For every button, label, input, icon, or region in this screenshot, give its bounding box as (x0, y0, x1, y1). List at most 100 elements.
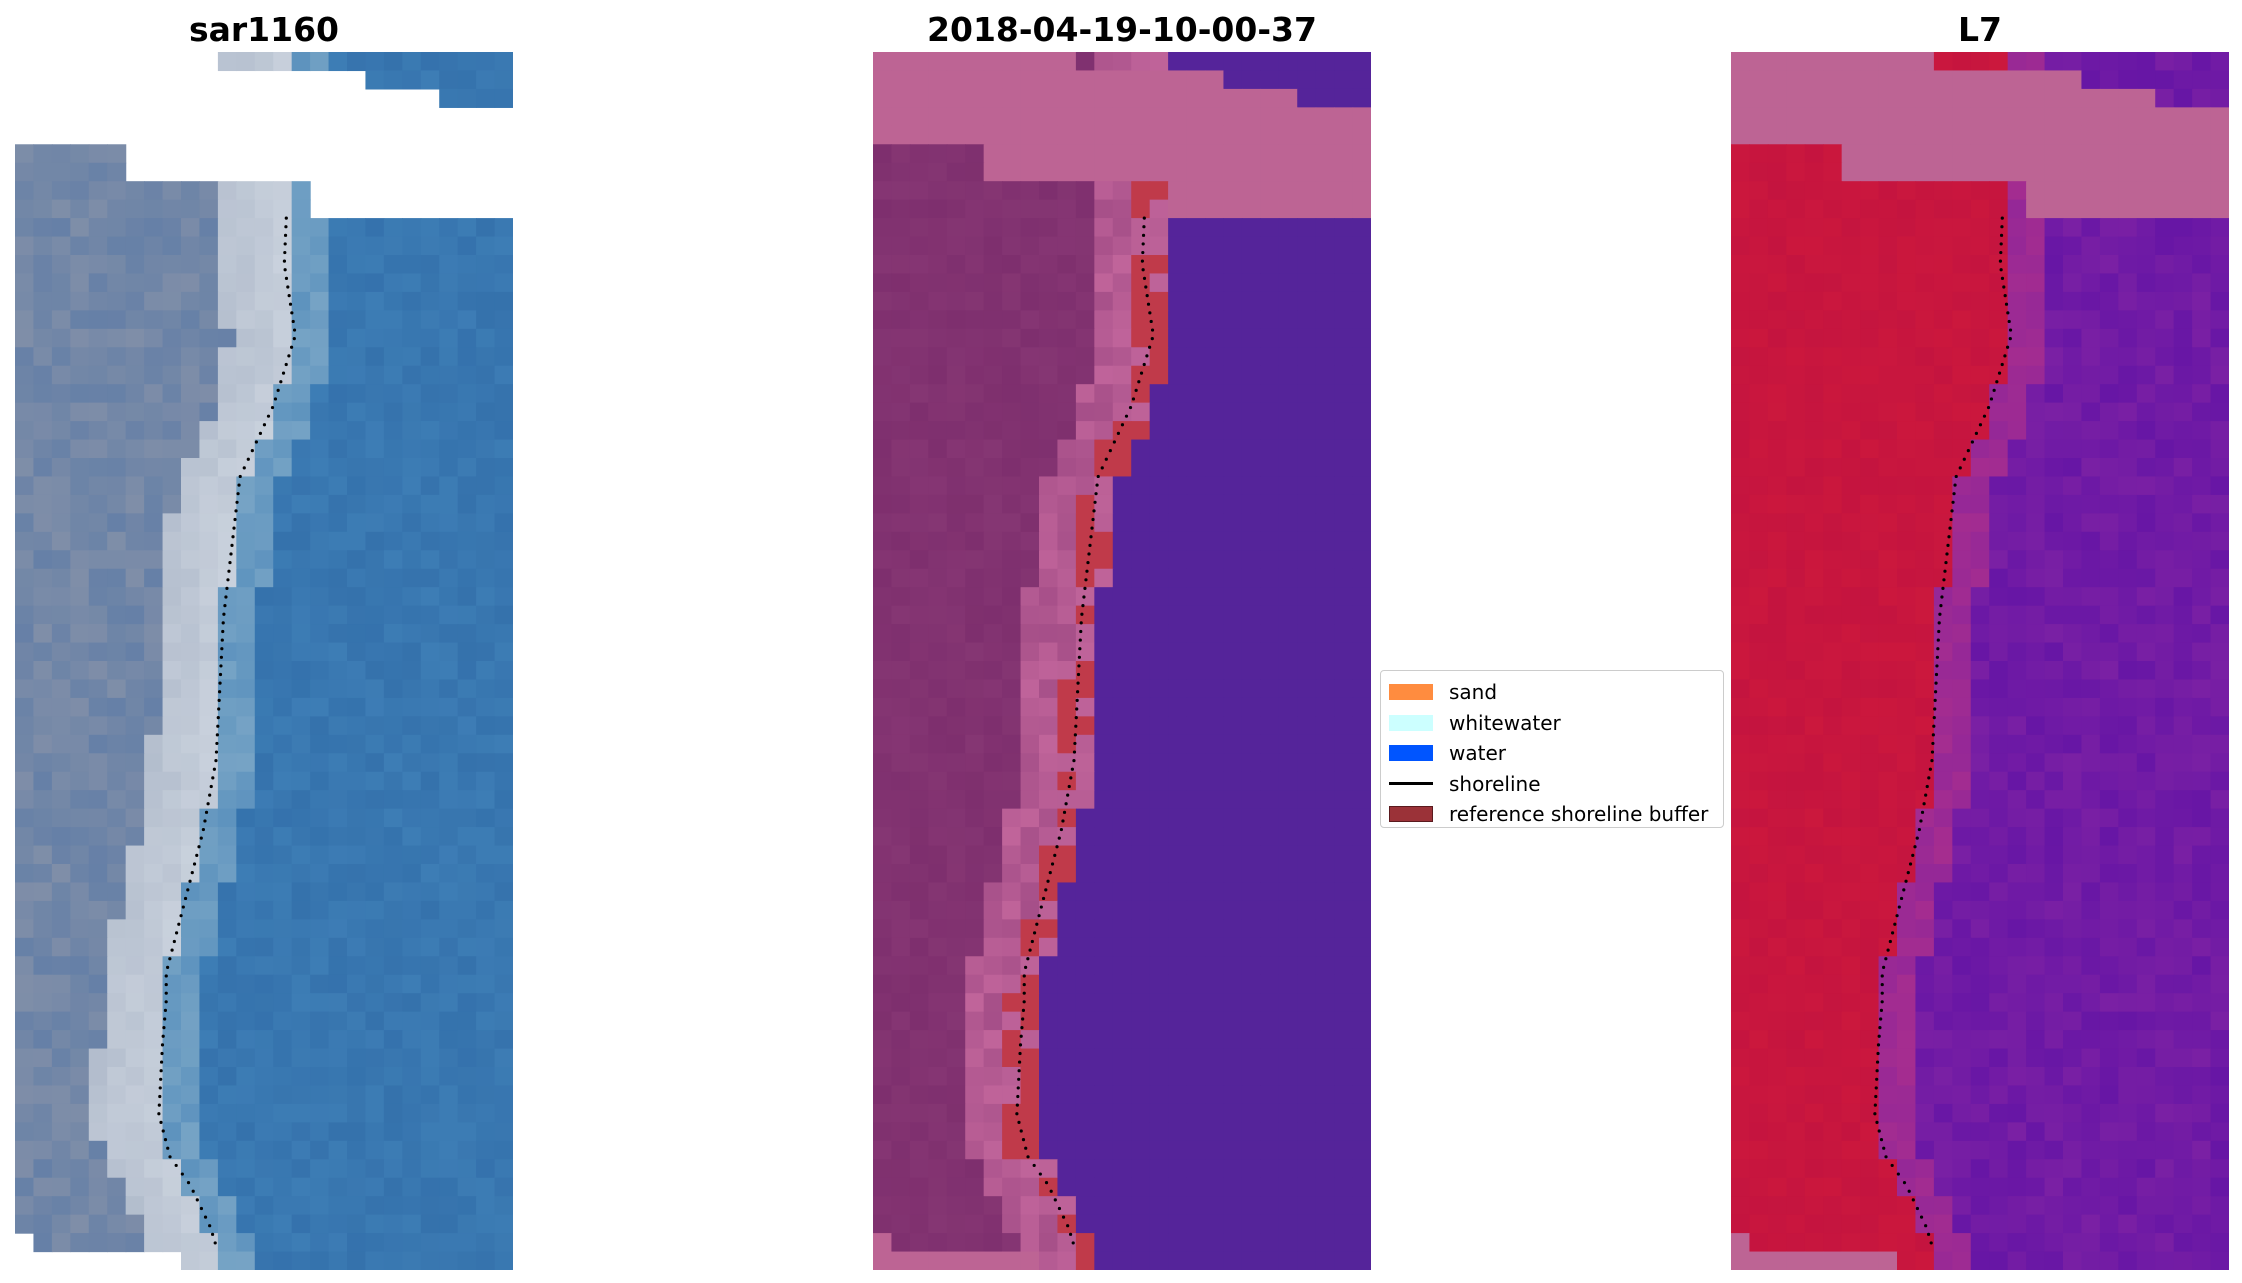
raster-pixel (439, 919, 459, 939)
raster-pixel (1112, 494, 1132, 514)
raster-pixel (476, 365, 496, 385)
shoreline-point (217, 707, 221, 711)
raster-pixel (107, 1103, 127, 1123)
raster-pixel (1897, 864, 1917, 884)
raster-pixel (88, 476, 108, 496)
raster-pixel (125, 181, 145, 201)
raster-pixel (420, 900, 440, 920)
raster-pixel (2173, 70, 2193, 90)
raster-pixel (2118, 864, 2138, 884)
shoreline-point (1076, 681, 1080, 685)
raster-pixel (1039, 771, 1059, 791)
raster-pixel (347, 624, 367, 644)
raster-pixel (1749, 125, 1769, 145)
raster-pixel (1186, 1140, 1206, 1160)
raster-pixel (51, 144, 71, 164)
raster-pixel (1020, 808, 1040, 828)
raster-pixel (965, 531, 985, 551)
raster-pixel (1786, 513, 1806, 533)
raster-pixel (291, 845, 311, 865)
raster-pixel (383, 919, 403, 939)
raster-pixel (1112, 1085, 1132, 1105)
raster-pixel (1823, 827, 1843, 847)
raster-pixel (1804, 494, 1824, 514)
raster-pixel (1168, 531, 1188, 551)
raster-pixel (1075, 716, 1095, 736)
raster-pixel (88, 734, 108, 754)
raster-pixel (328, 531, 348, 551)
raster-pixel (1334, 70, 1354, 90)
raster-pixel (2026, 550, 2046, 570)
raster-pixel (1057, 88, 1077, 108)
raster-pixel (402, 568, 422, 588)
raster-pixel (181, 605, 201, 625)
raster-pixel (254, 328, 274, 348)
raster-pixel (891, 421, 911, 441)
raster-pixel (2063, 679, 2083, 699)
legend: sand whitewater water shoreline referenc… (1380, 670, 1724, 828)
raster-pixel (70, 974, 90, 994)
raster-pixel (217, 328, 237, 348)
raster-pixel (494, 310, 513, 330)
raster-pixel (2173, 550, 2193, 570)
raster-pixel (2026, 697, 2046, 717)
raster-pixel (1039, 1011, 1059, 1031)
raster-pixel (162, 753, 182, 773)
raster-pixel (2173, 52, 2193, 72)
raster-pixel (928, 513, 948, 533)
raster-pixel (1970, 661, 1990, 681)
raster-pixel (15, 162, 35, 182)
raster-pixel (1039, 790, 1059, 810)
raster-pixel (909, 439, 929, 459)
raster-pixel (1039, 107, 1059, 127)
raster-pixel (2007, 790, 2027, 810)
raster-pixel (88, 1067, 108, 1087)
raster-pixel (420, 1085, 440, 1105)
raster-pixel (1315, 624, 1335, 644)
raster-pixel (457, 1103, 477, 1123)
raster-pixel (1260, 1159, 1280, 1179)
raster-pixel (1186, 421, 1206, 441)
raster-pixel (1260, 642, 1280, 662)
raster-pixel (107, 882, 127, 902)
raster-pixel (1241, 162, 1261, 182)
raster-pixel (1002, 181, 1022, 201)
raster-pixel (1168, 697, 1188, 717)
raster-pixel (1039, 1122, 1059, 1142)
raster-pixel (88, 255, 108, 275)
raster-pixel (2210, 661, 2229, 681)
raster-pixel (1039, 291, 1059, 311)
raster-pixel (107, 347, 127, 367)
raster-pixel (946, 845, 966, 865)
raster-pixel (1767, 421, 1787, 441)
raster-pixel (1205, 642, 1225, 662)
raster-pixel (310, 402, 330, 422)
raster-pixel (1749, 494, 1769, 514)
raster-pixel (310, 218, 330, 238)
raster-pixel (420, 1011, 440, 1031)
raster-pixel (1186, 661, 1206, 681)
raster-pixel (347, 790, 367, 810)
raster-pixel (2155, 937, 2175, 957)
raster-pixel (70, 1067, 90, 1087)
raster-pixel (70, 1103, 90, 1123)
raster-pixel (1897, 531, 1917, 551)
raster-pixel (162, 365, 182, 385)
raster-pixel (144, 882, 164, 902)
raster-pixel (476, 458, 496, 478)
raster-pixel (2044, 827, 2064, 847)
raster-pixel (1841, 956, 1861, 976)
raster-pixel (891, 993, 911, 1013)
raster-pixel (1131, 88, 1151, 108)
raster-pixel (162, 458, 182, 478)
raster-pixel (88, 1122, 108, 1142)
raster-pixel (1131, 236, 1151, 256)
raster-pixel (383, 937, 403, 957)
shoreline-point (1022, 982, 1026, 987)
raster-pixel (1352, 1085, 1371, 1105)
raster-pixel (2136, 273, 2156, 293)
raster-pixel (494, 993, 513, 1013)
raster-pixel (1352, 679, 1371, 699)
raster-pixel (1352, 864, 1371, 884)
raster-pixel (402, 1103, 422, 1123)
